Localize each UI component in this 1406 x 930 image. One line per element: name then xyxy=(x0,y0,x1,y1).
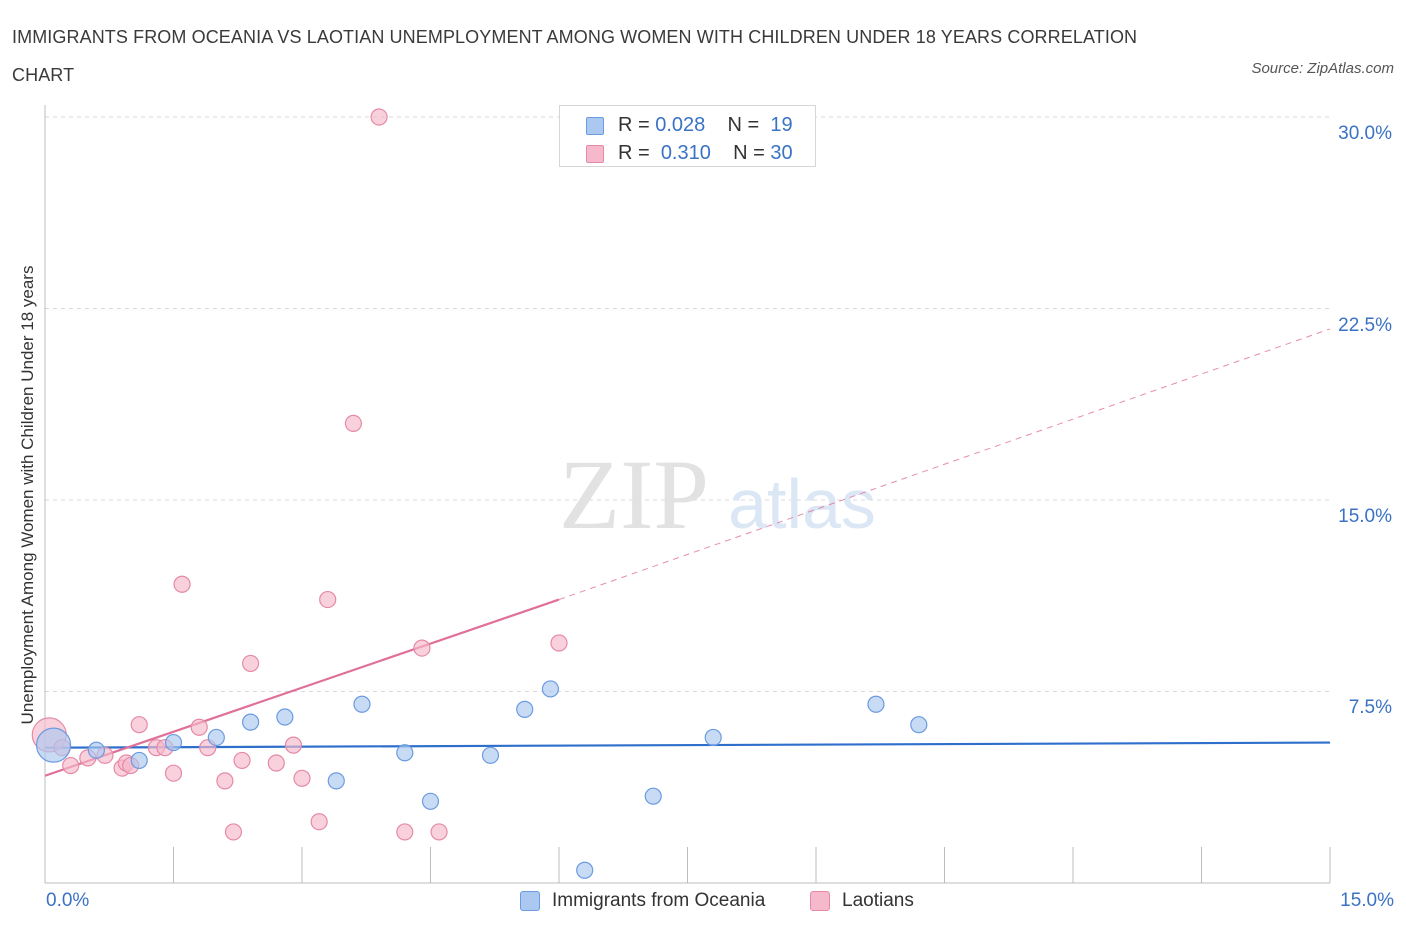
data-point-laotians xyxy=(293,769,311,787)
trend-line-laotians xyxy=(44,598,560,777)
data-point-laotians xyxy=(233,751,251,770)
data-point-laotians xyxy=(164,764,183,782)
data-point-laotians xyxy=(319,590,337,609)
x-tick-max: 15.0% xyxy=(1340,890,1394,911)
data-point-oceania xyxy=(353,695,371,713)
data-point-laotians xyxy=(413,639,431,657)
data-point-oceania xyxy=(242,713,260,731)
data-point-laotians xyxy=(267,754,285,772)
legend-r-value-2: 0.310 xyxy=(660,142,711,164)
data-point-laotians xyxy=(550,634,568,652)
data-point-laotians xyxy=(370,108,388,126)
data-point-oceania xyxy=(421,792,440,810)
data-point-laotians xyxy=(190,718,208,736)
data-point-oceania xyxy=(644,787,662,805)
data-point-oceania xyxy=(396,744,414,762)
watermark-zip: ZIP xyxy=(559,439,709,550)
bottom-legend-swatch-oceania xyxy=(520,891,540,911)
data-point-oceania xyxy=(541,680,560,698)
data-point-oceania xyxy=(481,746,500,764)
legend-n-label-2: N = xyxy=(733,142,765,164)
watermark-atlas: atlas xyxy=(728,465,876,543)
legend-n-value-2: 30 xyxy=(770,142,793,164)
data-point-oceania xyxy=(576,861,594,879)
x-tick-min: 0.0% xyxy=(46,890,90,911)
bottom-legend-label-laotians: Laotians xyxy=(842,890,914,911)
chart-title: IMMIGRANTS FROM OCEANIA VS LAOTIAN UNEMP… xyxy=(12,27,1138,85)
data-point-laotians xyxy=(130,716,148,734)
data-point-laotians xyxy=(224,823,243,841)
legend-r-value-1: 0.028 xyxy=(655,114,706,136)
correlation-legend: R = 0.028 N = 19 R = 0.310 N = 30 xyxy=(559,105,816,167)
y-axis-label: Unemployment Among Women with Children U… xyxy=(18,265,37,725)
trend-line-oceania xyxy=(44,741,1331,749)
data-point-laotians xyxy=(284,736,303,754)
trend-line-laotians-extension xyxy=(558,328,1331,601)
data-point-oceania xyxy=(276,708,294,726)
data-point-laotians xyxy=(344,414,362,432)
grid-lines xyxy=(45,116,1330,692)
legend-swatch-laotians xyxy=(586,145,604,163)
legend-swatch-oceania xyxy=(586,117,604,135)
data-point-oceania xyxy=(910,716,928,734)
data-point-oceania xyxy=(130,751,148,770)
data-point-laotians xyxy=(310,813,328,831)
legend-r-label-2: R = xyxy=(618,142,650,164)
data-points xyxy=(31,108,928,879)
source-note: Source: ZipAtlas.com xyxy=(1251,60,1394,77)
data-point-oceania xyxy=(867,695,885,713)
data-point-oceania xyxy=(207,728,225,747)
data-point-oceania xyxy=(87,741,106,759)
y-tick-7-5: 7.5% xyxy=(1348,697,1392,718)
data-point-oceania xyxy=(704,728,722,747)
trend-lines xyxy=(44,328,1331,777)
bottom-legend-swatch-laotians xyxy=(810,891,830,911)
data-point-laotians xyxy=(62,756,80,775)
data-point-laotians xyxy=(242,654,260,673)
data-point-oceania xyxy=(516,700,534,718)
data-point-laotians xyxy=(430,823,448,841)
watermark: ZIP atlas xyxy=(559,439,876,550)
data-point-laotians xyxy=(396,823,414,841)
legend-n-value-1: 19 xyxy=(770,114,793,136)
y-tick-22-5: 22.5% xyxy=(1338,315,1392,336)
axes xyxy=(44,105,1331,884)
data-point-oceania xyxy=(327,772,345,790)
y-tick-30: 30.0% xyxy=(1338,123,1392,144)
legend-n-label-1: N = xyxy=(727,114,760,136)
data-point-laotians xyxy=(173,575,191,593)
legend-r-label-1: R = xyxy=(618,114,650,136)
bottom-legend-label-oceania: Immigrants from Oceania xyxy=(552,890,766,911)
data-point-oceania xyxy=(35,727,72,763)
y-tick-15: 15.0% xyxy=(1338,506,1392,527)
data-point-oceania xyxy=(164,733,183,752)
data-point-laotians xyxy=(216,772,234,790)
